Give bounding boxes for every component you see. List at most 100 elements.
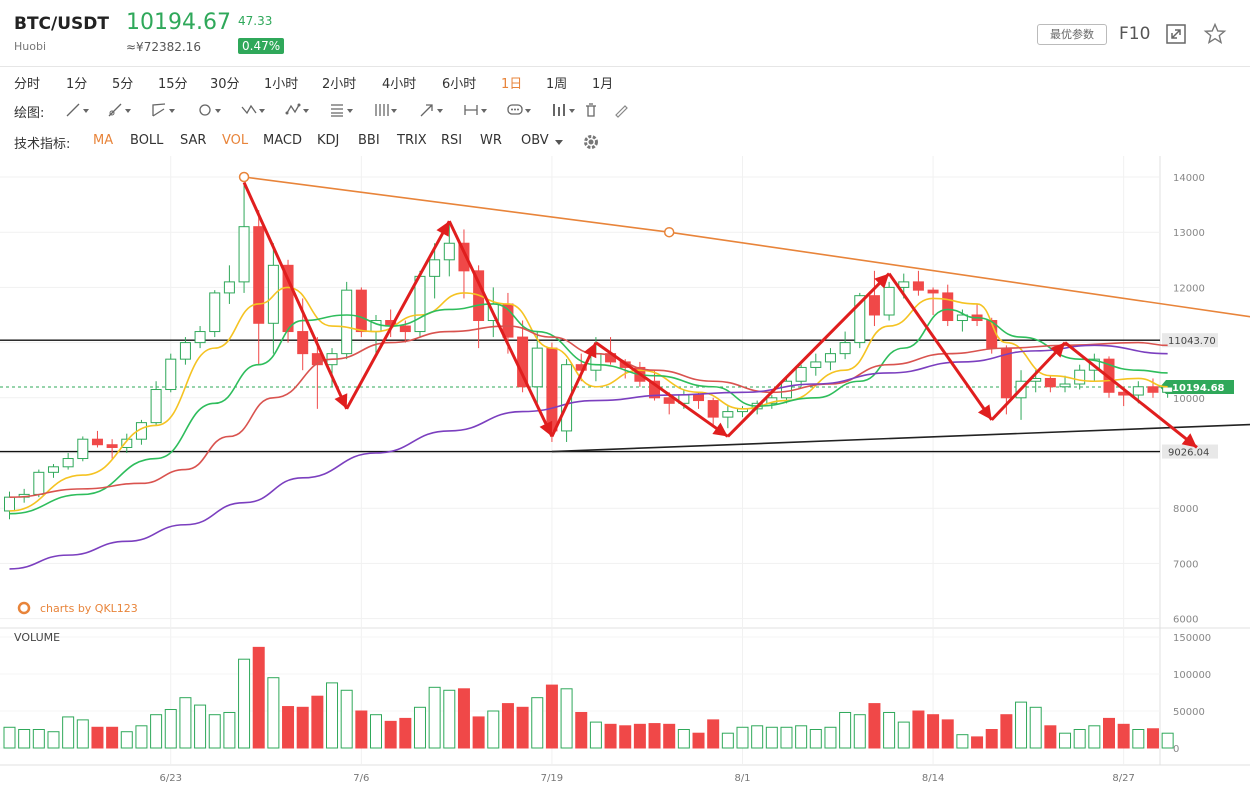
indicator-kdj[interactable]: KDJ	[317, 133, 340, 148]
volume-bar	[150, 714, 163, 749]
price-chart-svg[interactable]: 1400013000120001100010000900080007000600…	[0, 156, 1250, 791]
fullscreen-icon[interactable]	[1164, 22, 1188, 46]
pattern-tool-icon[interactable]	[284, 101, 310, 123]
note-tool-icon[interactable]	[506, 101, 532, 123]
volume-tick-label: 100000	[1173, 670, 1211, 681]
candle-body	[341, 289, 353, 355]
indicator-trix[interactable]: TRIX	[397, 133, 427, 148]
date-tick-label: 8/27	[1112, 773, 1134, 784]
trash-icon[interactable]	[582, 101, 600, 123]
candle-body	[1074, 369, 1086, 385]
wave-arrow-segment	[550, 341, 598, 438]
indicator-wr[interactable]: WR	[480, 133, 502, 148]
period-4[interactable]: 30分	[210, 77, 240, 92]
ray-tool-icon[interactable]	[106, 101, 132, 123]
ma-line-ma10	[9, 303, 1168, 515]
indicator-ma[interactable]: MA	[93, 133, 114, 148]
f10-button[interactable]: F10	[1119, 24, 1151, 44]
ma-line-ma5	[9, 286, 1168, 512]
period-5[interactable]: 1小时	[264, 77, 299, 92]
optimal-params-button[interactable]: 最优参数	[1037, 24, 1107, 45]
qkl-logo-icon	[17, 601, 31, 615]
fib-tool-icon[interactable]	[328, 101, 354, 123]
indicator-obv[interactable]: OBV	[521, 133, 549, 148]
exchange-name: Huobi	[14, 40, 47, 53]
price-tick-label: 13000	[1173, 228, 1205, 239]
level-label-bg	[1162, 444, 1218, 459]
indicator-rsi[interactable]: RSI	[441, 133, 463, 148]
zigzag-tool-icon[interactable]	[240, 101, 266, 123]
volume-bar	[545, 684, 558, 749]
price-change: 47.33	[238, 14, 273, 28]
current-price-label: 10194.68	[1172, 383, 1225, 394]
indicator-bbi[interactable]: BBI	[358, 133, 380, 148]
period-7[interactable]: 4小时	[382, 77, 417, 92]
volume-bar	[707, 719, 720, 749]
marker-tool-icon[interactable]	[550, 101, 576, 123]
settings-gear-icon[interactable]	[581, 132, 601, 156]
indicator-boll[interactable]: BOLL	[130, 133, 164, 148]
period-6[interactable]: 2小时	[322, 77, 357, 92]
indicator-dropdown-icon[interactable]	[554, 133, 564, 155]
wave-arrow-head	[539, 420, 553, 437]
candle-body	[282, 264, 294, 333]
wave-arrow-head	[1181, 433, 1197, 448]
volume-bar	[501, 703, 514, 749]
pencil-icon[interactable]	[612, 101, 630, 123]
period-1[interactable]: 1分	[66, 77, 88, 92]
volume-bar	[1029, 706, 1042, 749]
range-tool-icon[interactable]	[462, 101, 488, 123]
candle-body	[355, 289, 367, 333]
indicator-macd[interactable]: MACD	[263, 133, 302, 148]
volume-bar	[1000, 714, 1013, 749]
period-9[interactable]: 1日	[501, 77, 523, 92]
candle-body	[824, 353, 836, 363]
candle-body	[77, 438, 89, 460]
star-icon[interactable]	[1203, 22, 1227, 46]
trendline-handle[interactable]	[663, 226, 675, 238]
line-tool-icon[interactable]	[64, 101, 90, 123]
volume-bar	[1044, 725, 1057, 749]
period-2[interactable]: 5分	[112, 77, 134, 92]
volume-bar	[589, 721, 602, 749]
volume-bar	[897, 721, 910, 749]
volume-bar	[780, 726, 793, 749]
volume-bar	[956, 734, 969, 749]
period-3[interactable]: 15分	[158, 77, 188, 92]
candle-body	[663, 397, 675, 404]
candle-body	[883, 286, 895, 316]
trendline-handle[interactable]	[238, 171, 250, 183]
indicator-sar[interactable]: SAR	[180, 133, 207, 148]
candle-body	[33, 471, 45, 495]
candle-body	[854, 295, 866, 344]
channel-tool-icon[interactable]	[150, 101, 176, 123]
candle-body	[414, 275, 426, 333]
volume-bar	[1073, 729, 1086, 749]
chart-area[interactable]: 1400013000120001100010000900080007000600…	[0, 156, 1250, 795]
gann-tool-icon[interactable]	[372, 101, 398, 123]
period-10[interactable]: 1周	[546, 77, 568, 92]
price-tick-label: 12000	[1173, 283, 1205, 294]
circle-tool-icon[interactable]	[196, 101, 222, 123]
arrow-tool-icon[interactable]	[418, 101, 444, 123]
period-8[interactable]: 6小时	[442, 77, 477, 92]
indicator-toolbar: 技术指标: MA BOLL SAR VOL MACD KDJ BBI TRIX RSI WR OBV	[0, 132, 1250, 154]
candle-body	[898, 281, 910, 288]
volume-bar	[927, 714, 940, 749]
volume-bar	[179, 697, 192, 749]
period-11[interactable]: 1月	[592, 77, 614, 92]
volume-bar	[413, 706, 426, 749]
price-tick-label: 7000	[1173, 559, 1198, 570]
trendline-ascending-support[interactable]	[551, 422, 1250, 453]
volume-bar	[267, 677, 280, 749]
wave-arrow-segment	[345, 220, 451, 410]
volume-bar	[252, 646, 265, 749]
volume-bar	[76, 719, 89, 749]
volume-bar	[296, 706, 309, 749]
change-pct-badge: 0.47%	[238, 38, 285, 54]
indicator-vol[interactable]: VOL	[222, 133, 249, 148]
drawing-label: 绘图:	[14, 106, 45, 121]
candle-body	[267, 264, 279, 324]
period-0[interactable]: 分时	[14, 77, 41, 92]
candle-body	[839, 342, 851, 355]
